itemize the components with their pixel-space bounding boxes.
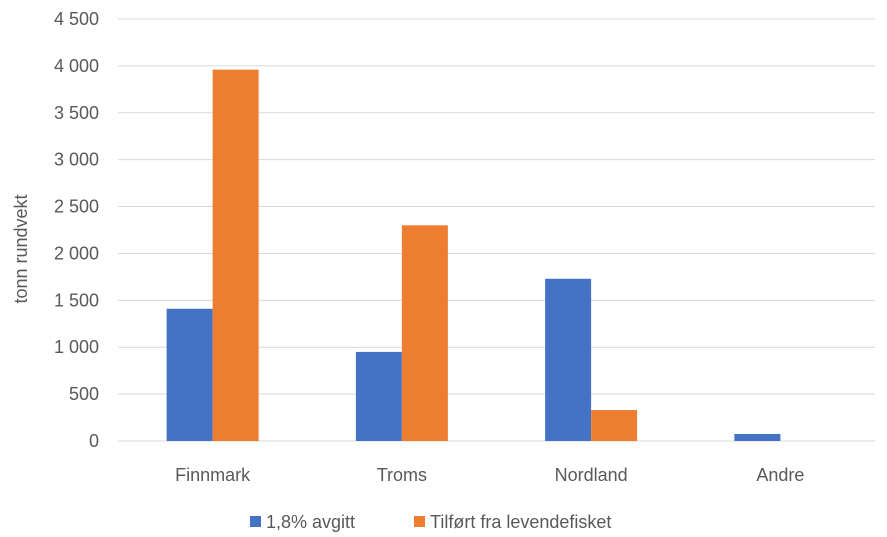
y-tick-label: 4 000 (54, 56, 99, 76)
x-category-label: Finnmark (175, 465, 251, 485)
y-tick-label: 2 000 (54, 243, 99, 263)
legend-label: Tilført fra levendefisket (430, 512, 611, 532)
x-category-label: Andre (756, 465, 804, 485)
y-tick-label: 1 000 (54, 337, 99, 357)
x-category-label: Troms (377, 465, 427, 485)
legend: 1,8% avgitt Tilført fra levendefisket (250, 512, 611, 532)
bar-series2-finnmark (212, 69, 259, 441)
y-tick-label: 2 500 (54, 197, 99, 217)
y-tick-label: 1 500 (54, 290, 99, 310)
bar-series1-nordland (545, 278, 592, 441)
y-tick-label: 3 000 (54, 150, 99, 170)
y-tick-label: 4 500 (54, 9, 99, 29)
legend-swatch (414, 516, 425, 527)
category-labels: Finnmark Troms Nordland Andre (175, 465, 804, 485)
bar-series1-finnmark (166, 308, 213, 441)
bar-series1-troms (355, 351, 402, 441)
bar-series2-troms (401, 225, 448, 441)
bar-series2-nordland (591, 410, 638, 441)
y-tick-label: 500 (69, 384, 99, 404)
y-tick-labels: 0 500 1 000 1 500 2 000 2 500 3 000 3 500 4 000 4… (54, 9, 99, 451)
bar-series1-andre (734, 433, 781, 441)
y-axis-title: tonn rundvekt (11, 194, 31, 303)
legend-label: 1,8% avgitt (266, 512, 355, 532)
x-category-label: Nordland (555, 465, 628, 485)
y-tick-label: 0 (89, 431, 99, 451)
y-tick-label: 3 500 (54, 103, 99, 123)
legend-swatch (250, 516, 261, 527)
bars (166, 69, 781, 441)
